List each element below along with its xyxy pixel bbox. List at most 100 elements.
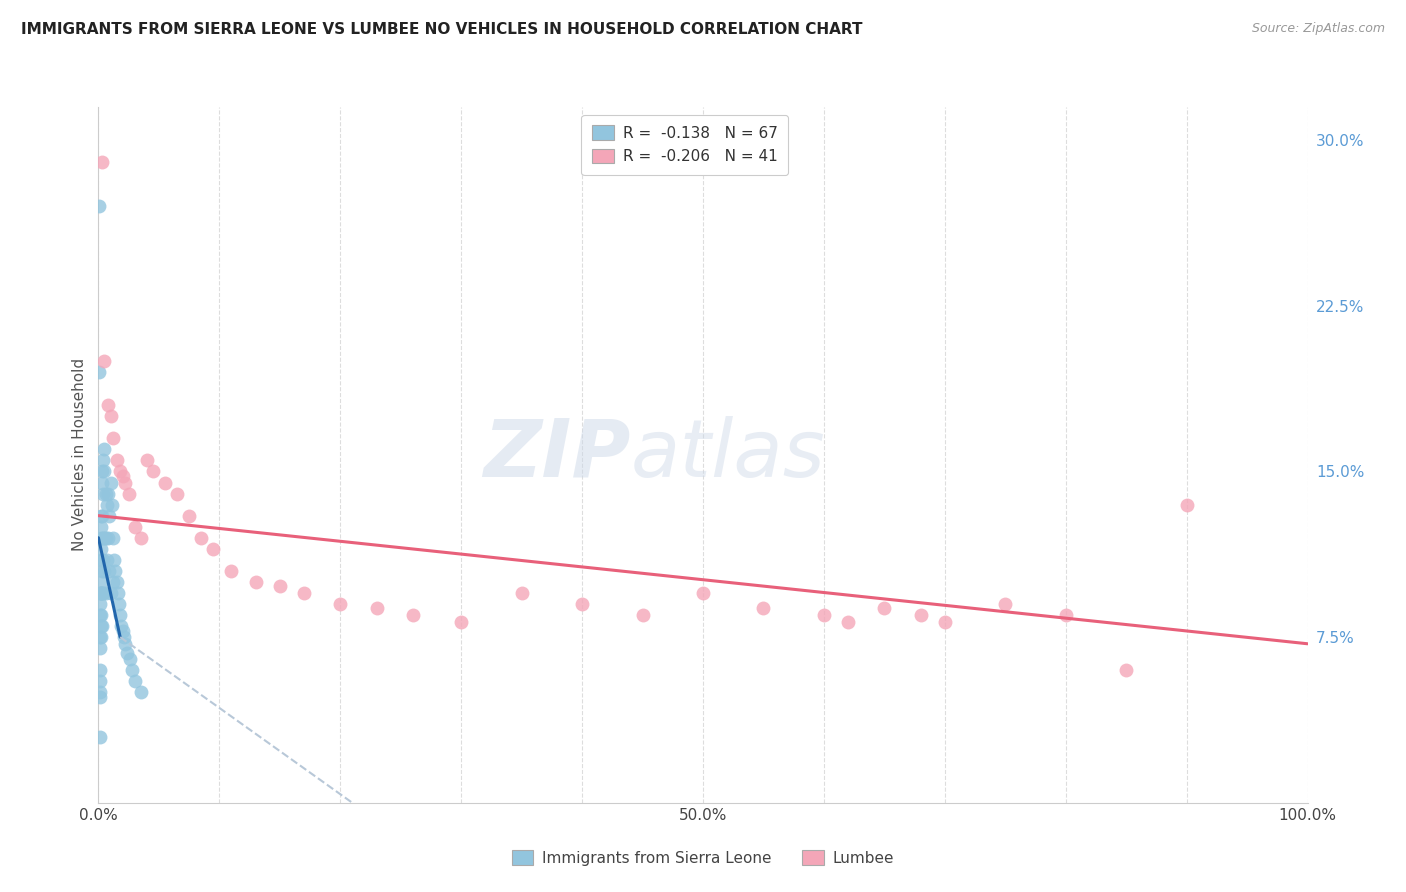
Point xyxy=(90,531,112,545)
Point xyxy=(112,630,135,644)
Point xyxy=(631,608,654,623)
Point xyxy=(89,586,111,600)
Point xyxy=(87,199,110,213)
Point xyxy=(97,486,120,500)
Point xyxy=(129,531,152,545)
Point xyxy=(571,597,593,611)
Point xyxy=(101,574,124,589)
Point xyxy=(91,564,114,578)
Point xyxy=(91,531,114,545)
Point xyxy=(91,586,114,600)
Point xyxy=(89,630,111,644)
Point xyxy=(166,486,188,500)
Point xyxy=(89,608,111,623)
Point xyxy=(813,608,835,623)
Point xyxy=(245,574,267,589)
Point xyxy=(104,564,127,578)
Point xyxy=(108,597,131,611)
Point xyxy=(90,586,112,600)
Point xyxy=(93,442,115,457)
Text: IMMIGRANTS FROM SIERRA LEONE VS LUMBEE NO VEHICLES IN HOUSEHOLD CORRELATION CHAR: IMMIGRANTS FROM SIERRA LEONE VS LUMBEE N… xyxy=(21,22,863,37)
Point xyxy=(111,469,134,483)
Point xyxy=(121,663,143,677)
Point xyxy=(994,597,1017,611)
Point xyxy=(91,508,114,523)
Point xyxy=(90,541,112,556)
Point xyxy=(752,601,775,615)
Point xyxy=(135,453,157,467)
Point xyxy=(97,398,120,412)
Point xyxy=(124,519,146,533)
Point xyxy=(91,475,114,490)
Point xyxy=(221,564,243,578)
Point xyxy=(105,574,128,589)
Point xyxy=(110,619,132,633)
Point xyxy=(97,531,120,545)
Point xyxy=(101,531,124,545)
Point xyxy=(1175,498,1198,512)
Point xyxy=(90,508,112,523)
Point xyxy=(108,608,131,623)
Point xyxy=(93,354,115,368)
Point xyxy=(202,541,225,556)
Point xyxy=(93,564,115,578)
Point xyxy=(103,553,125,567)
Point xyxy=(91,465,114,479)
Point xyxy=(510,586,533,600)
Point xyxy=(96,553,118,567)
Point xyxy=(292,586,315,600)
Text: atlas: atlas xyxy=(630,416,825,494)
Point xyxy=(190,531,212,545)
Point xyxy=(89,674,111,689)
Point xyxy=(91,486,114,500)
Point xyxy=(105,453,128,467)
Text: ZIP: ZIP xyxy=(484,416,630,494)
Point xyxy=(117,646,139,660)
Y-axis label: No Vehicles in Household: No Vehicles in Household xyxy=(72,359,87,551)
Point xyxy=(91,155,114,169)
Point xyxy=(90,574,112,589)
Point xyxy=(90,608,112,623)
Point xyxy=(450,615,472,629)
Point xyxy=(100,586,122,600)
Point xyxy=(269,579,291,593)
Point xyxy=(90,619,112,633)
Point xyxy=(89,641,111,656)
Point xyxy=(179,508,201,523)
Point xyxy=(90,519,112,533)
Point xyxy=(837,615,859,629)
Point xyxy=(90,586,112,600)
Point xyxy=(692,586,714,600)
Point xyxy=(114,475,136,490)
Point xyxy=(107,586,129,600)
Text: Source: ZipAtlas.com: Source: ZipAtlas.com xyxy=(1251,22,1385,36)
Point xyxy=(91,553,114,567)
Point xyxy=(153,475,176,490)
Point xyxy=(91,453,114,467)
Point xyxy=(96,498,118,512)
Point xyxy=(934,615,956,629)
Point xyxy=(90,553,112,567)
Point xyxy=(329,597,352,611)
Point xyxy=(94,531,117,545)
Point xyxy=(873,601,896,615)
Point xyxy=(98,564,121,578)
Point xyxy=(402,608,425,623)
Point xyxy=(98,508,121,523)
Point xyxy=(91,619,114,633)
Point xyxy=(111,624,134,638)
Point xyxy=(93,531,115,545)
Point xyxy=(94,486,117,500)
Point xyxy=(1054,608,1077,623)
Point xyxy=(129,685,152,699)
Point xyxy=(101,431,124,445)
Point xyxy=(87,365,110,379)
Point xyxy=(91,586,114,600)
Point xyxy=(118,486,141,500)
Point xyxy=(100,475,122,490)
Point xyxy=(90,630,112,644)
Point xyxy=(910,608,932,623)
Point xyxy=(89,690,111,704)
Point xyxy=(114,637,136,651)
Point xyxy=(100,498,122,512)
